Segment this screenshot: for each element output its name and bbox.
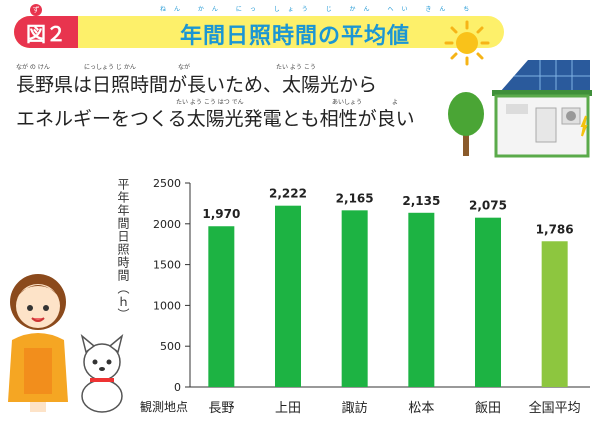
- subtitle-ruby-2c: よ: [392, 99, 399, 106]
- dog-character: [80, 334, 124, 413]
- x-tick-label: 全国平均: [529, 400, 581, 416]
- subtitle-ruby-2a: たい よう こう はつ でん: [176, 99, 244, 106]
- bar: [475, 217, 501, 387]
- y-tick-label: 0: [174, 381, 181, 394]
- bar: [541, 241, 568, 387]
- figure-badge-ruby: ず: [30, 4, 42, 16]
- girl-character: [8, 274, 68, 412]
- bar-value-label: 2,165: [336, 191, 374, 205]
- subtitle-line-1: 長野県は日照時間が長いため、太陽光から: [16, 74, 378, 96]
- tree-icon: [448, 92, 484, 156]
- y-tick-label: 1000: [153, 299, 181, 312]
- bar-value-label: 2,135: [402, 194, 440, 208]
- x-tick-label: 松本: [408, 401, 434, 416]
- bar-value-label: 1,786: [536, 222, 574, 236]
- title-ruby: ねん かん にっ しょう じ かん へい きん ち: [160, 6, 478, 13]
- y-tick-label: 2500: [153, 177, 181, 190]
- subtitle-ruby-1d: たい よう こう: [276, 64, 316, 71]
- figure-badge: 図２: [14, 16, 78, 48]
- header-banner: [14, 16, 504, 48]
- subtitle-ruby-2b: あいしょう: [332, 99, 363, 106]
- y-tick-label: 2000: [153, 218, 181, 231]
- bar-value-label: 2,222: [269, 187, 307, 201]
- x-tick-label: 長野: [208, 401, 234, 416]
- bar-value-label: 2,075: [469, 199, 507, 213]
- bar: [275, 205, 301, 387]
- subtitle-ruby-1a: なが の けん: [16, 64, 50, 71]
- x-tick-label: 飯田: [475, 401, 501, 416]
- subtitle-ruby-1c: なが: [178, 64, 191, 71]
- subtitle-ruby-1b: にっしょう じ かん: [84, 64, 136, 71]
- y-tick-label: 500: [160, 340, 181, 353]
- bar-value-label: 1,970: [202, 207, 240, 221]
- y-tick-label: 1500: [153, 259, 181, 272]
- solar-house-icon: [492, 60, 592, 158]
- subtitle-line-2: エネルギーをつくる太陽光発電とも相性が良い: [16, 108, 415, 130]
- page-title: 年間日照時間の平均値: [179, 24, 410, 49]
- x-tick-label: 諏訪: [342, 400, 368, 416]
- sun-icon: [444, 20, 490, 66]
- bar: [408, 212, 435, 387]
- bar: [341, 210, 368, 387]
- x-tick-label: 上田: [275, 401, 301, 416]
- y-axis-label: 平年年間日照時間（ｈ）: [116, 178, 130, 321]
- x-axis-caption: 観測地点: [140, 400, 189, 414]
- bar: [208, 226, 235, 387]
